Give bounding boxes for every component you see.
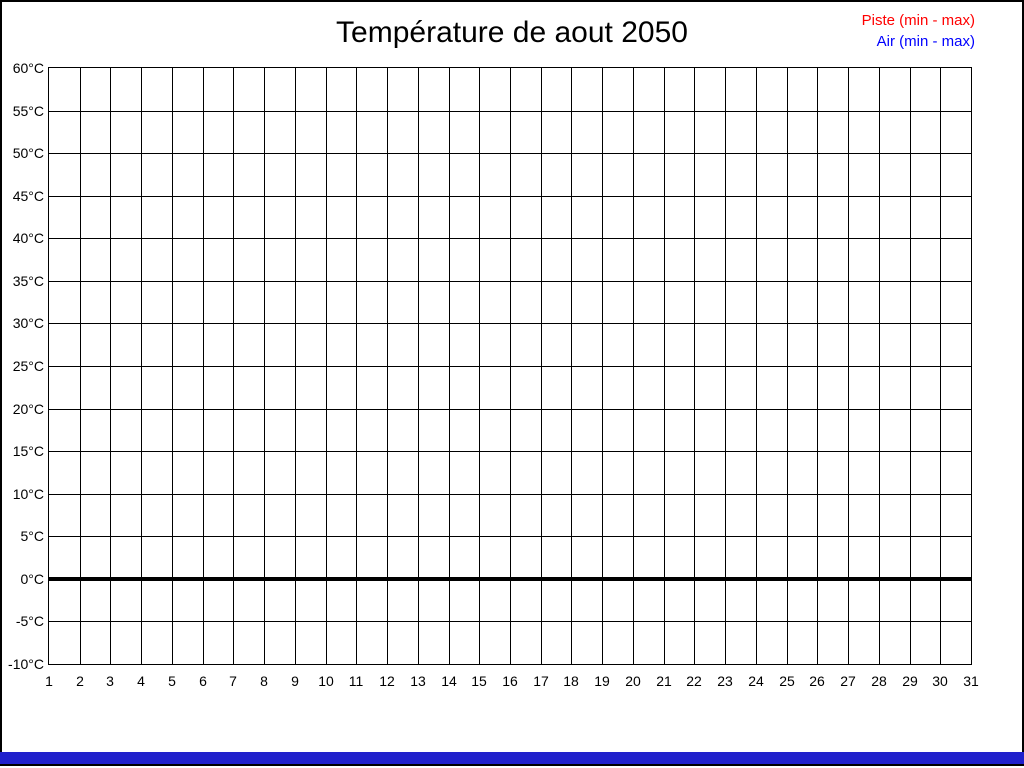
x-tick-label: 18 bbox=[563, 673, 579, 689]
y-tick-label: 55°C bbox=[12, 103, 44, 119]
gridline-vertical bbox=[756, 68, 757, 664]
gridline-vertical bbox=[571, 68, 572, 664]
x-tick-label: 14 bbox=[441, 673, 457, 689]
y-tick-label: 15°C bbox=[12, 443, 44, 459]
x-tick-label: 27 bbox=[840, 673, 856, 689]
legend-item: Piste (min - max) bbox=[861, 12, 975, 29]
y-tick-label: 35°C bbox=[12, 273, 44, 289]
chart-title: Température de aout 2050 bbox=[336, 16, 688, 49]
gridline-vertical bbox=[172, 68, 173, 664]
gridline-vertical bbox=[418, 68, 419, 664]
x-tick-label: 19 bbox=[594, 673, 610, 689]
gridline-vertical bbox=[141, 68, 142, 664]
y-tick-label: 60°C bbox=[12, 60, 44, 76]
x-tick-label: 9 bbox=[291, 673, 299, 689]
gridline-vertical bbox=[356, 68, 357, 664]
gridline-vertical bbox=[264, 68, 265, 664]
x-tick-label: 16 bbox=[502, 673, 518, 689]
gridline-vertical bbox=[510, 68, 511, 664]
x-tick-label: 8 bbox=[260, 673, 268, 689]
x-tick-label: 5 bbox=[168, 673, 176, 689]
y-tick-label: 50°C bbox=[12, 145, 44, 161]
y-tick-label: -5°C bbox=[15, 613, 44, 629]
x-tick-label: 12 bbox=[379, 673, 395, 689]
x-tick-label: 15 bbox=[471, 673, 487, 689]
x-tick-label: 10 bbox=[318, 673, 334, 689]
gridline-vertical bbox=[449, 68, 450, 664]
gridline-vertical bbox=[879, 68, 880, 664]
y-tick-label: -10°C bbox=[8, 656, 44, 672]
gridline-vertical bbox=[725, 68, 726, 664]
x-tick-label: 2 bbox=[76, 673, 84, 689]
x-tick-label: 20 bbox=[625, 673, 641, 689]
chart-legend: Piste (min - max) Air (min - max) bbox=[862, 10, 975, 52]
x-tick-label: 6 bbox=[199, 673, 207, 689]
gridline-vertical bbox=[479, 68, 480, 664]
gridline-vertical bbox=[817, 68, 818, 664]
gridline-vertical bbox=[203, 68, 204, 664]
x-tick-label: 3 bbox=[106, 673, 114, 689]
gridline-vertical bbox=[940, 68, 941, 664]
x-tick-label: 7 bbox=[229, 673, 237, 689]
x-tick-label: 23 bbox=[717, 673, 733, 689]
gridline-vertical bbox=[110, 68, 111, 664]
x-tick-label: 30 bbox=[932, 673, 948, 689]
y-tick-label: 40°C bbox=[12, 230, 44, 246]
bottom-bar bbox=[0, 752, 1024, 764]
y-tick-label: 25°C bbox=[12, 358, 44, 374]
x-tick-label: 17 bbox=[533, 673, 549, 689]
x-tick-label: 21 bbox=[656, 673, 672, 689]
gridline-vertical bbox=[233, 68, 234, 664]
gridline-vertical bbox=[787, 68, 788, 664]
gridline-vertical bbox=[694, 68, 695, 664]
x-tick-label: 11 bbox=[348, 673, 364, 689]
y-tick-label: 10°C bbox=[12, 486, 44, 502]
x-tick-label: 24 bbox=[748, 673, 764, 689]
gridline-vertical bbox=[602, 68, 603, 664]
x-tick-label: 1 bbox=[45, 673, 53, 689]
x-tick-label: 13 bbox=[410, 673, 426, 689]
y-tick-label: 20°C bbox=[12, 401, 44, 417]
gridline-vertical bbox=[295, 68, 296, 664]
gridline-vertical bbox=[541, 68, 542, 664]
gridline-vertical bbox=[387, 68, 388, 664]
x-tick-label: 25 bbox=[779, 673, 795, 689]
gridline-vertical bbox=[664, 68, 665, 664]
y-tick-label: 5°C bbox=[20, 528, 45, 544]
y-tick-label: 30°C bbox=[12, 315, 44, 331]
gridline-vertical bbox=[80, 68, 81, 664]
gridline-vertical bbox=[910, 68, 911, 664]
x-tick-label: 22 bbox=[686, 673, 702, 689]
gridline-vertical bbox=[848, 68, 849, 664]
y-tick-label: 0°C bbox=[20, 571, 45, 587]
x-tick-label: 29 bbox=[902, 673, 918, 689]
legend-item: Air (min - max) bbox=[876, 33, 975, 50]
plot-area bbox=[48, 67, 972, 665]
x-tick-label: 31 bbox=[963, 673, 979, 689]
y-tick-label: 45°C bbox=[12, 188, 44, 204]
x-tick-label: 26 bbox=[809, 673, 825, 689]
x-tick-label: 28 bbox=[871, 673, 887, 689]
x-tick-label: 4 bbox=[137, 673, 145, 689]
gridline-vertical bbox=[326, 68, 327, 664]
gridline-vertical bbox=[633, 68, 634, 664]
